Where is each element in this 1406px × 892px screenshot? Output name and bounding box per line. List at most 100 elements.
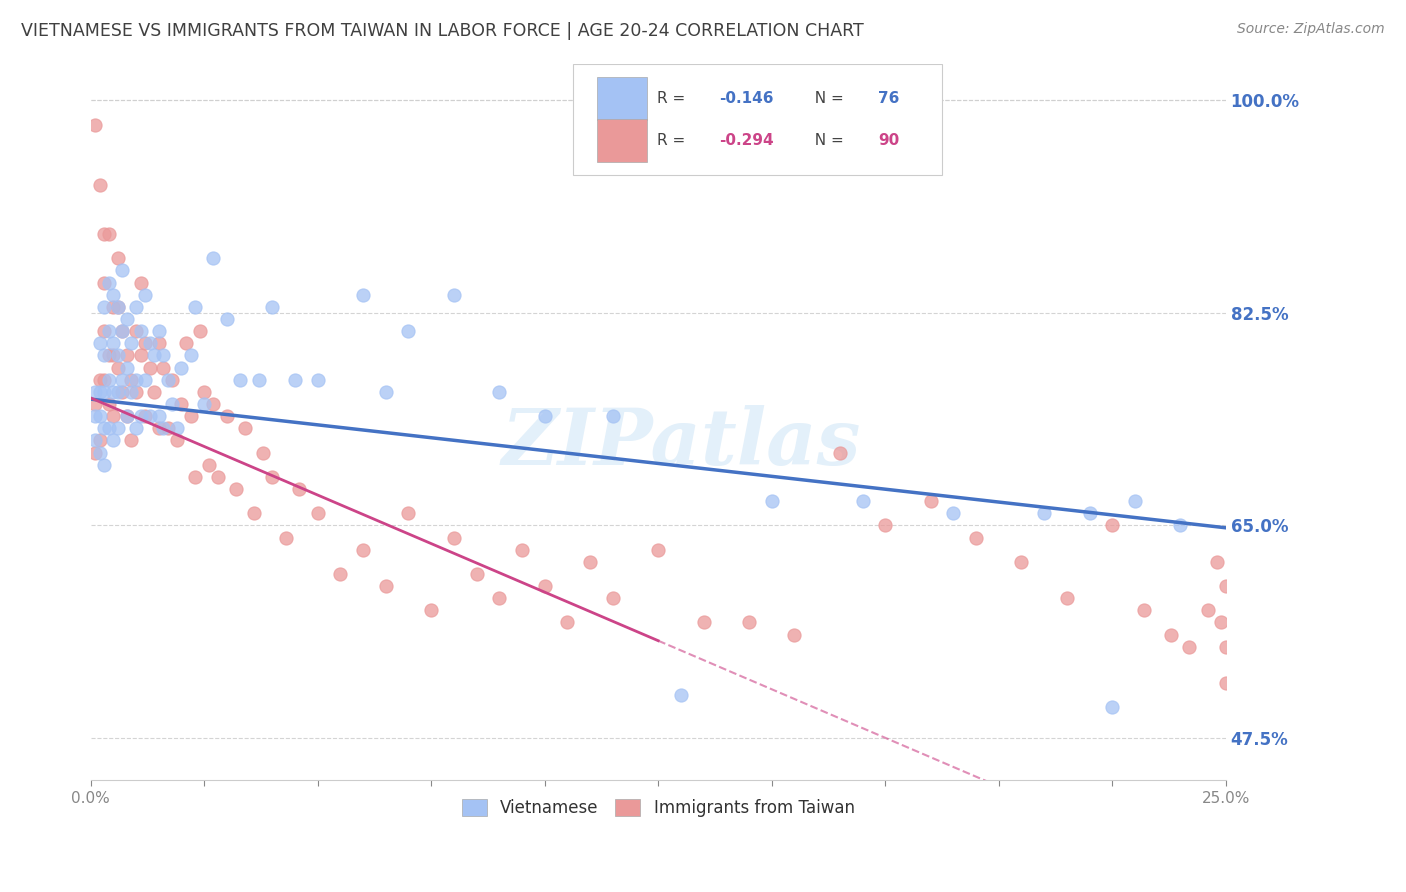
Point (115, 312, 138, 326)
Point (307, 506, 329, 520)
Point (134, 373, 156, 387)
FancyBboxPatch shape (574, 64, 942, 175)
Point (398, 324, 420, 338)
Point (488, 591, 510, 606)
Point (125, 324, 148, 338)
Point (138, 336, 160, 351)
Point (229, 373, 252, 387)
Point (352, 542, 374, 557)
Point (107, 300, 129, 314)
Text: -0.294: -0.294 (720, 133, 775, 148)
Point (89, 178, 111, 193)
Point (162, 397, 184, 411)
Point (420, 603, 443, 617)
Point (170, 360, 193, 375)
Point (202, 397, 225, 411)
Point (103, 348, 125, 362)
Point (148, 409, 170, 423)
Text: R =: R = (657, 133, 690, 148)
Point (602, 409, 624, 423)
Point (465, 566, 488, 581)
Point (89, 373, 111, 387)
Point (111, 324, 134, 338)
Text: N =: N = (804, 133, 848, 148)
Point (179, 409, 201, 423)
Point (247, 373, 270, 387)
Point (143, 384, 166, 399)
Point (89, 336, 111, 351)
Point (93, 348, 115, 362)
Point (107, 300, 129, 314)
Point (138, 409, 160, 423)
Point (84, 409, 107, 423)
Point (233, 421, 256, 435)
Point (121, 434, 143, 448)
Point (188, 324, 211, 338)
Point (84, 384, 107, 399)
Point (965, 531, 987, 545)
Point (179, 348, 201, 362)
Point (1178, 640, 1201, 654)
Point (111, 373, 134, 387)
FancyBboxPatch shape (598, 120, 647, 162)
Point (1215, 640, 1237, 654)
Point (202, 252, 225, 266)
Point (97, 324, 120, 338)
Point (103, 300, 125, 314)
Point (352, 287, 374, 301)
Point (162, 373, 184, 387)
Point (488, 384, 510, 399)
Point (197, 458, 219, 472)
Point (121, 336, 143, 351)
Point (97, 348, 120, 362)
Point (329, 566, 352, 581)
Point (134, 336, 156, 351)
Point (103, 409, 125, 423)
Point (225, 482, 247, 496)
Point (84, 397, 107, 411)
Point (156, 373, 179, 387)
Point (1160, 627, 1182, 641)
Point (93, 276, 115, 290)
Point (274, 531, 297, 545)
Point (115, 360, 138, 375)
Point (93, 324, 115, 338)
Point (1205, 555, 1227, 569)
Point (129, 348, 152, 362)
Point (138, 360, 160, 375)
Point (84, 434, 107, 448)
Point (374, 579, 396, 593)
Point (828, 445, 851, 459)
Point (97, 373, 120, 387)
Point (761, 494, 783, 508)
Text: ZIPatlas: ZIPatlas (501, 406, 860, 482)
Point (115, 409, 138, 423)
Point (152, 360, 174, 375)
Point (1101, 518, 1123, 533)
Point (262, 300, 284, 314)
Text: N =: N = (804, 91, 848, 106)
Point (93, 373, 115, 387)
Point (166, 421, 188, 435)
Point (533, 409, 555, 423)
Point (1078, 506, 1101, 520)
Point (89, 434, 111, 448)
Point (738, 615, 761, 630)
Point (1215, 579, 1237, 593)
Point (533, 579, 555, 593)
Point (1215, 676, 1237, 690)
Point (193, 397, 215, 411)
Point (443, 287, 465, 301)
Point (1010, 555, 1032, 569)
Point (107, 384, 129, 399)
Point (115, 409, 138, 423)
Point (1197, 603, 1219, 617)
Point (851, 494, 873, 508)
Point (111, 384, 134, 399)
Point (115, 348, 138, 362)
Point (89, 445, 111, 459)
FancyBboxPatch shape (598, 77, 647, 120)
Point (262, 470, 284, 484)
Point (125, 373, 148, 387)
Point (134, 409, 156, 423)
